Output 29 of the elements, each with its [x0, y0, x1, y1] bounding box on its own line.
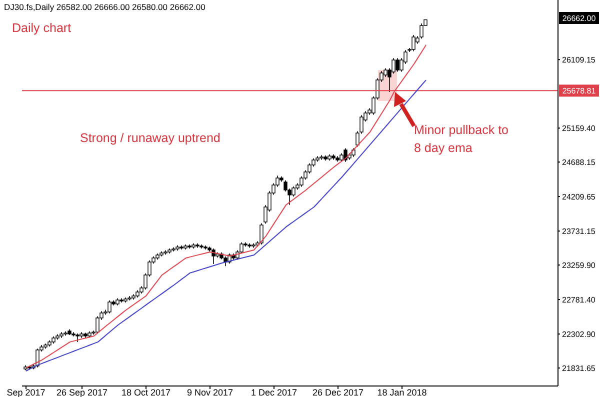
x-tick-label: 18 Jan 2018 [377, 387, 427, 397]
x-tick-label: 26 Sep 2017 [56, 387, 108, 397]
y-tick-label: 24209.65 [562, 192, 596, 202]
annotation: Strong / runaway uptrend [80, 131, 220, 145]
y-tick-label: 23259.90 [562, 260, 596, 270]
candlestick [412, 34, 416, 52]
x-tick-label: 18 Oct 2017 [121, 387, 171, 397]
candlestick [108, 300, 112, 314]
candlestick [396, 58, 400, 72]
x-tick-label: 26 Dec 2017 [312, 387, 364, 397]
y-tick-label: 26109.15 [562, 55, 596, 64]
candlestick [260, 222, 264, 245]
y-tick-label: 21831.65 [562, 364, 596, 373]
y-tick-label: 22781.40 [562, 295, 596, 304]
annotation: Minor pullback to 8 day ema [414, 123, 509, 155]
y-tick-label: 23731.15 [562, 226, 596, 236]
y-tick-label: 22302.90 [562, 330, 596, 339]
y-tick-label: 25159.40 [562, 124, 596, 133]
x-tick-label: Sep 2017 [6, 387, 46, 397]
x-tick-label: 9 Nov 2017 [186, 387, 234, 397]
chart-title: DJ30.fs,Daily 26582.00 26666.00 26580.00 26662.00 [4, 2, 206, 12]
candlestick [344, 148, 348, 162]
text: 26662.00 [562, 14, 596, 23]
candlestick [420, 23, 424, 40]
ref-line-label: 25678.81 [562, 86, 596, 96]
annotation: Daily chart [12, 21, 72, 35]
y-tick-label: 24688.15 [562, 158, 596, 167]
x-tick-label: 1 Dec 2017 [250, 387, 298, 397]
candlestick [224, 256, 228, 267]
